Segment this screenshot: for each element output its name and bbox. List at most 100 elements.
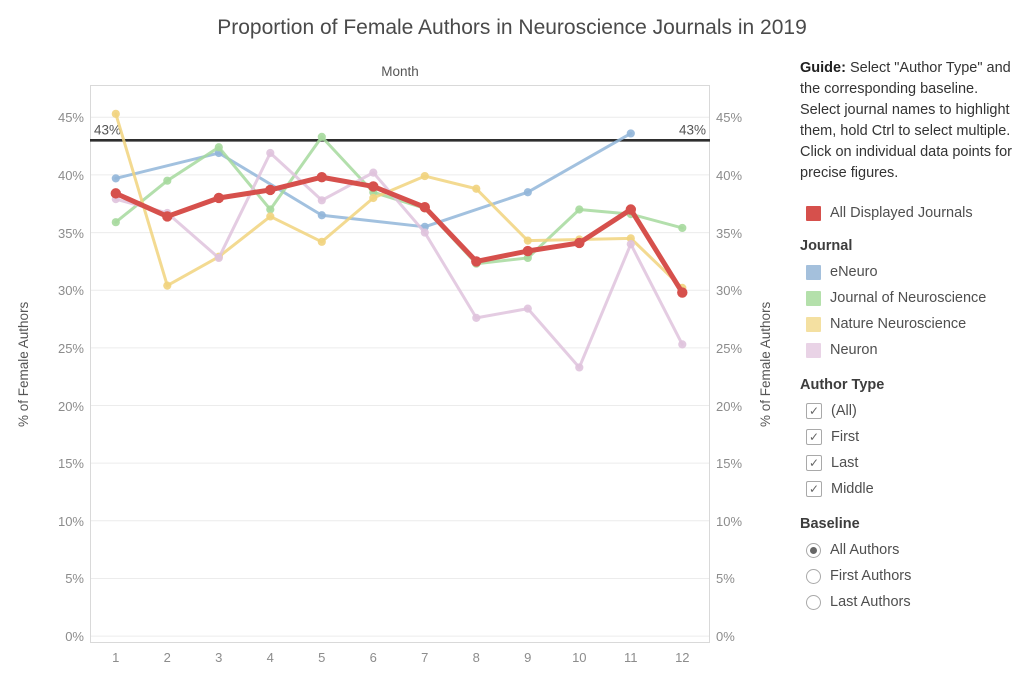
checkbox-middle[interactable]: ✓ <box>806 481 822 497</box>
data-point-journal-of-neuroscience-month-1[interactable] <box>111 218 120 227</box>
x-tick-label: 9 <box>524 650 532 665</box>
radio-label-first-authors: First Authors <box>830 568 912 584</box>
checkbox-label-all: (All) <box>831 403 857 419</box>
series-line-all-displayed-journals[interactable] <box>113 174 685 296</box>
legend-label-nature-neuroscience: Nature Neuroscience <box>830 316 967 332</box>
data-point-eneuro-month-5[interactable] <box>317 211 326 220</box>
data-point-nature-neuroscience-month-2[interactable] <box>163 281 172 290</box>
baseline-option-all-authors[interactable]: All Authors <box>800 537 1018 563</box>
data-point-neuron-month-11[interactable] <box>626 239 635 249</box>
author-type-option-first[interactable]: ✓ First <box>800 424 1018 450</box>
x-tick-label: 11 <box>624 650 638 665</box>
data-point-all-displayed-journals-month-2[interactable] <box>162 211 173 222</box>
data-point-journal-of-neuroscience-month-4[interactable] <box>266 205 275 214</box>
legend-item-journal-of-neuroscience[interactable]: Journal of Neuroscience <box>800 285 1018 311</box>
y-tick-label: 45% <box>716 110 743 126</box>
data-point-eneuro-month-11[interactable] <box>626 129 635 138</box>
data-point-all-displayed-journals-month-1[interactable] <box>110 188 121 199</box>
data-point-nature-neuroscience-month-8[interactable] <box>472 184 481 193</box>
data-point-journal-of-neuroscience-month-2[interactable] <box>163 176 172 185</box>
author-type-title: Author Type <box>800 377 885 393</box>
radio-first-authors[interactable] <box>806 568 821 584</box>
author-type-option-middle[interactable]: ✓ Middle <box>800 476 1018 502</box>
y-axis-left: 0% 5% 10% 15% 20% 25% 30% 35% 40% 45% <box>36 85 84 645</box>
data-point-nature-neuroscience-month-11[interactable] <box>626 234 635 243</box>
data-point-neuron-month-8[interactable] <box>472 313 481 322</box>
author-type-option-all[interactable]: ✓ (All) <box>800 398 1018 424</box>
data-point-all-displayed-journals-month-9[interactable] <box>522 245 533 257</box>
legend-label-neuron: Neuron <box>830 342 878 358</box>
checkbox-label-last: Last <box>831 455 859 471</box>
radio-label-last-authors: Last Authors <box>830 594 911 610</box>
y-tick-label: 10% <box>57 513 84 529</box>
radio-last-authors[interactable] <box>806 594 821 610</box>
side-panel: Guide: Select "Author Type" and the corr… <box>800 58 1018 615</box>
data-point-neuron-month-9[interactable] <box>523 304 532 313</box>
data-point-all-displayed-journals-month-7[interactable] <box>419 202 430 213</box>
y-tick-label: 10% <box>716 513 743 529</box>
data-point-all-displayed-journals-month-12[interactable] <box>677 287 688 298</box>
y-tick-label: 25% <box>716 340 743 356</box>
data-point-journal-of-neuroscience-month-5[interactable] <box>317 132 326 141</box>
data-point-journal-of-neuroscience-month-12[interactable] <box>678 223 687 233</box>
data-point-neuron-month-6[interactable] <box>369 168 378 177</box>
data-point-journal-of-neuroscience-month-10[interactable] <box>575 205 584 214</box>
x-tick-label: 10 <box>572 650 587 665</box>
plot-border <box>90 85 710 643</box>
data-point-nature-neuroscience-month-9[interactable] <box>523 236 532 245</box>
data-point-neuron-month-10[interactable] <box>575 363 584 372</box>
y-tick-label: 40% <box>716 167 743 183</box>
data-point-all-displayed-journals-month-3[interactable] <box>213 192 224 204</box>
data-point-all-displayed-journals-month-6[interactable] <box>368 181 379 192</box>
legend-swatch-nature-neuroscience <box>806 316 821 332</box>
checkbox-last[interactable]: ✓ <box>806 455 822 471</box>
data-point-neuron-month-12[interactable] <box>678 340 687 349</box>
data-point-all-displayed-journals-month-8[interactable] <box>471 256 482 267</box>
data-point-eneuro-month-9[interactable] <box>523 188 532 197</box>
x-tick-label: 3 <box>215 650 223 665</box>
legend-label-journal-of-neuroscience: Journal of Neuroscience <box>830 290 987 306</box>
author-type-option-last[interactable]: ✓ Last <box>800 450 1018 476</box>
data-point-neuron-month-3[interactable] <box>214 253 223 263</box>
data-point-all-displayed-journals-month-10[interactable] <box>574 237 585 249</box>
reference-line-label-left: 43% <box>94 122 121 137</box>
data-point-all-displayed-journals-month-4[interactable] <box>265 184 276 196</box>
data-point-nature-neuroscience-month-5[interactable] <box>317 237 326 246</box>
baseline-list: All Authors First Authors Last Authors <box>800 537 1018 615</box>
y-tick-label: 20% <box>716 398 743 414</box>
y-tick-label: 0% <box>65 629 84 645</box>
data-point-nature-neuroscience-month-1[interactable] <box>111 109 120 118</box>
legend-item-nature-neuroscience[interactable]: Nature Neuroscience <box>800 311 1018 337</box>
legend-item-eneuro[interactable]: eNeuro <box>800 259 1018 285</box>
data-point-journal-of-neuroscience-month-3[interactable] <box>214 143 223 152</box>
data-point-neuron-month-5[interactable] <box>317 196 326 205</box>
legend-swatch-neuron <box>806 342 821 358</box>
y-tick-label: 5% <box>65 571 84 587</box>
data-point-all-displayed-journals-month-11[interactable] <box>625 204 636 215</box>
series-line-neuron[interactable] <box>114 151 684 369</box>
legend-item-all-displayed-journals[interactable]: All Displayed Journals <box>800 200 1018 226</box>
legend-swatch-journal-of-neuroscience <box>806 290 821 306</box>
data-point-neuron-month-7[interactable] <box>420 228 429 237</box>
legend-swatch-all-displayed-journals <box>806 205 821 221</box>
y-tick-label: 30% <box>716 283 743 299</box>
baseline-option-last-authors[interactable]: Last Authors <box>800 589 1018 615</box>
x-tick-label: 8 <box>472 650 480 665</box>
checkbox-all[interactable]: ✓ <box>806 403 822 419</box>
data-point-eneuro-month-1[interactable] <box>111 174 120 183</box>
series-line-journal-of-neuroscience[interactable] <box>114 135 684 266</box>
data-point-nature-neuroscience-month-7[interactable] <box>420 171 429 181</box>
data-point-all-displayed-journals-month-5[interactable] <box>316 172 327 183</box>
data-point-journal-of-neuroscience-month-9[interactable] <box>523 253 532 263</box>
series-line-eneuro[interactable] <box>114 131 633 229</box>
legend-item-neuron[interactable]: Neuron <box>800 337 1018 363</box>
data-point-nature-neuroscience-month-4[interactable] <box>266 212 275 221</box>
checkbox-first[interactable]: ✓ <box>806 429 822 445</box>
legend-label-eneuro: eNeuro <box>830 264 878 280</box>
baseline-option-first-authors[interactable]: First Authors <box>800 563 1018 589</box>
y-tick-label: 15% <box>716 456 743 472</box>
data-point-nature-neuroscience-month-6[interactable] <box>369 193 378 203</box>
data-point-neuron-month-4[interactable] <box>266 148 275 158</box>
radio-all-authors[interactable] <box>806 542 821 558</box>
legend-swatch-eneuro <box>806 264 821 280</box>
